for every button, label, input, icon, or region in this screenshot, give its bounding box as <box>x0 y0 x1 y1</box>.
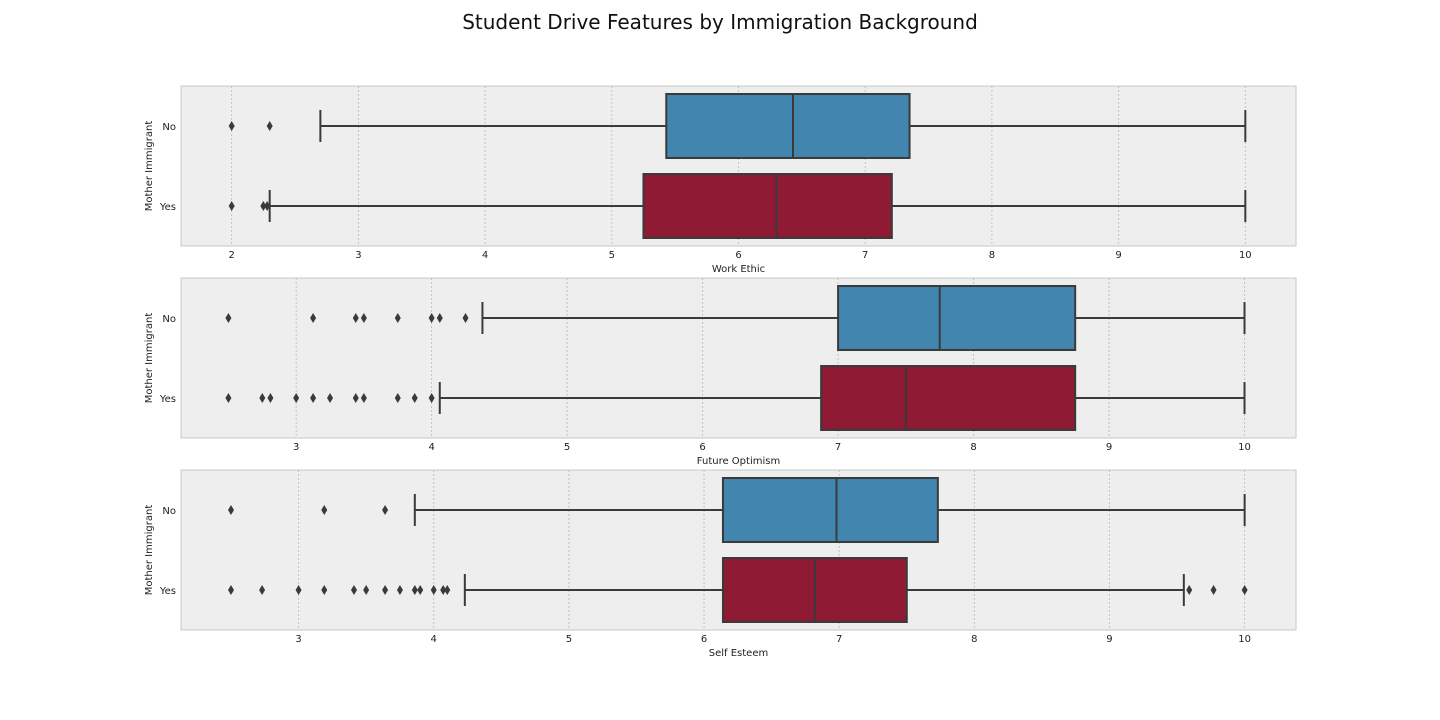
outlier-point <box>260 201 267 211</box>
x-tick-label: 5 <box>566 634 572 645</box>
box-iqr <box>820 365 1077 431</box>
outlier-point <box>436 313 443 323</box>
box-yes <box>228 557 1248 623</box>
outlier-point <box>382 505 389 515</box>
plot-area <box>180 277 1297 439</box>
outlier-point <box>321 585 328 595</box>
outlier-point <box>228 585 235 595</box>
x-tick-label: 4 <box>428 442 434 453</box>
x-tick-label: 5 <box>564 442 570 453</box>
x-axis-label: Self Esteem <box>709 648 768 659</box>
outlier-point <box>228 121 235 131</box>
outlier-point <box>310 313 317 323</box>
outlier-point <box>352 393 359 403</box>
outlier-point <box>394 313 401 323</box>
box-no <box>228 93 1247 159</box>
y-axis-label: Mother Immigrant <box>144 505 155 596</box>
box-yes <box>225 365 1246 431</box>
outlier-point <box>225 313 232 323</box>
x-tick-label: 7 <box>862 250 868 261</box>
x-tick-label: 9 <box>1115 250 1121 261</box>
x-tick-label: 10 <box>1238 634 1251 645</box>
outlier-point <box>225 393 232 403</box>
y-tick-label: Yes <box>159 202 176 213</box>
y-tick-label: No <box>162 122 176 133</box>
outlier-point <box>363 585 370 595</box>
x-tick-label: 10 <box>1239 250 1252 261</box>
box-iqr <box>642 173 893 239</box>
outlier-point <box>1241 585 1248 595</box>
box-no <box>225 285 1246 351</box>
panel-3: 3 4 5 6 7 8 9 10 Self Esteem Mother Immigrant No Ye… <box>144 469 1297 659</box>
x-tick-label: 3 <box>293 442 299 453</box>
outlier-point <box>417 585 424 595</box>
outlier-point <box>267 393 274 403</box>
outlier-point <box>360 393 367 403</box>
box-iqr <box>665 93 911 159</box>
x-tick-label: 2 <box>228 250 234 261</box>
outlier-point <box>462 313 469 323</box>
outlier-point <box>428 393 435 403</box>
outlier-point <box>411 393 418 403</box>
outlier-point <box>350 585 357 595</box>
outlier-point <box>394 393 401 403</box>
x-tick-label: 6 <box>735 250 741 261</box>
outlier-point <box>293 393 300 403</box>
x-axis-label: Future Optimism <box>697 456 780 467</box>
x-tick-label: 6 <box>701 634 707 645</box>
outlier-point <box>259 393 266 403</box>
x-tick-label: 8 <box>970 442 976 453</box>
x-tick-label: 9 <box>1106 442 1112 453</box>
outlier-point <box>228 201 235 211</box>
outlier-point <box>396 585 403 595</box>
box-no <box>228 477 1246 543</box>
x-tick-label: 9 <box>1106 634 1112 645</box>
outlier-point <box>382 585 389 595</box>
chart-panels: 2 3 4 5 6 7 8 9 10 Work Ethic Mother Immigrant No Ye… <box>144 85 1297 659</box>
outlier-point <box>259 585 266 595</box>
outlier-point <box>264 201 271 211</box>
x-tick-label: 10 <box>1238 442 1251 453</box>
x-tick-label: 7 <box>836 634 842 645</box>
box-yes <box>228 173 1247 239</box>
outlier-point <box>266 121 273 131</box>
outlier-point <box>352 313 359 323</box>
outlier-point <box>1210 585 1217 595</box>
y-axis-label: Mother Immigrant <box>144 121 155 212</box>
x-tick-label: 5 <box>609 250 615 261</box>
outlier-point <box>428 313 435 323</box>
outlier-point <box>295 585 302 595</box>
outlier-point <box>411 585 418 595</box>
x-tick-label: 6 <box>699 442 705 453</box>
x-axis-label: Work Ethic <box>712 264 765 275</box>
outlier-point <box>228 505 235 515</box>
y-tick-label: No <box>162 314 176 325</box>
chart-title: Student Drive Features by Immigration Ba… <box>462 10 978 34</box>
outlier-point <box>1186 585 1193 595</box>
x-tick-label: 8 <box>971 634 977 645</box>
x-tick-label: 7 <box>835 442 841 453</box>
panel-1: 2 3 4 5 6 7 8 9 10 Work Ethic Mother Immigrant No Ye… <box>144 85 1297 275</box>
box-iqr <box>721 477 939 543</box>
y-tick-label: Yes <box>159 394 176 405</box>
outlier-point <box>444 585 451 595</box>
panel-2: 3 4 5 6 7 8 9 10 Future Optimism Mother Immigrant… <box>144 277 1297 467</box>
outlier-point <box>440 585 447 595</box>
x-tick-label: 3 <box>295 634 301 645</box>
x-tick-label: 3 <box>355 250 361 261</box>
x-tick-label: 8 <box>989 250 995 261</box>
y-tick-label: Yes <box>159 586 176 597</box>
x-tick-label: 4 <box>431 634 437 645</box>
outlier-point <box>430 585 437 595</box>
outlier-point <box>310 393 317 403</box>
outlier-point <box>321 505 328 515</box>
box-iqr <box>837 285 1077 351</box>
outlier-point <box>327 393 334 403</box>
y-tick-label: No <box>162 506 176 517</box>
y-axis-label: Mother Immigrant <box>144 313 155 404</box>
outlier-point <box>360 313 367 323</box>
x-tick-label: 4 <box>482 250 488 261</box>
